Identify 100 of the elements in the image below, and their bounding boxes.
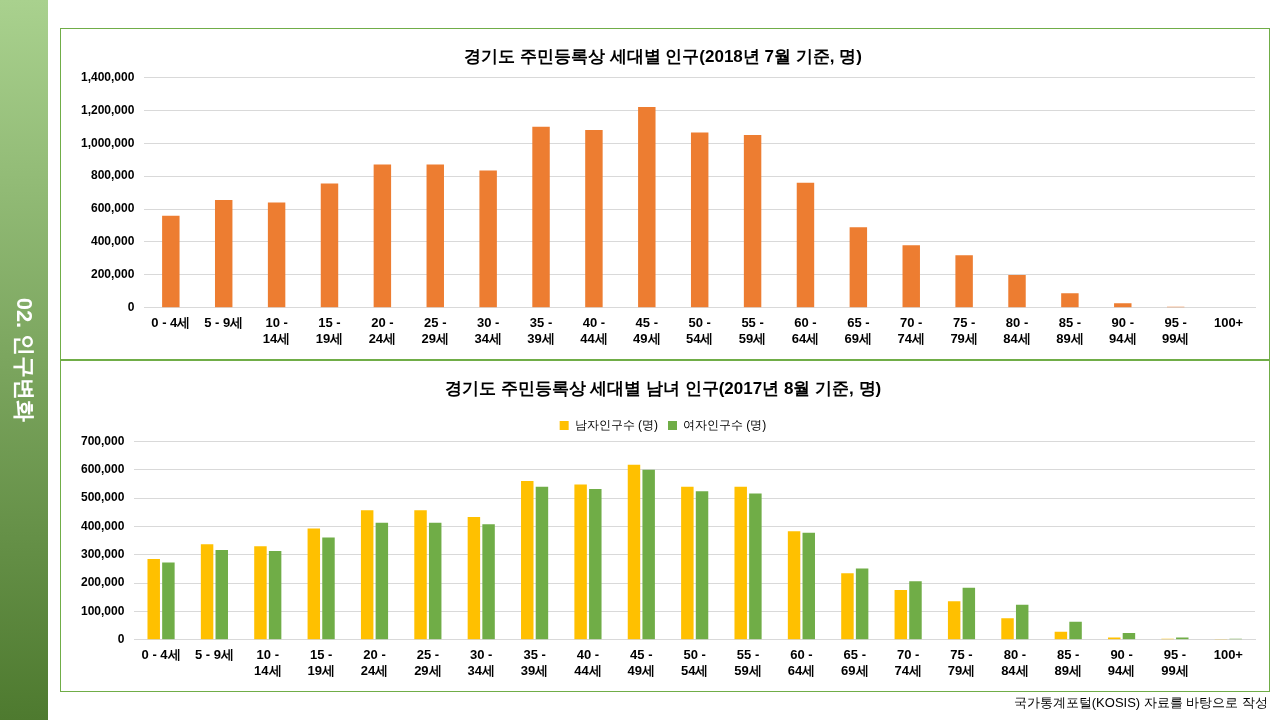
x-tick-label: 80 - 84세 [1001, 647, 1029, 678]
x-tick-label: 25 - 29세 [414, 647, 442, 678]
x-tick-label: 50 - 54세 [685, 315, 714, 346]
chart-title: 경기도 주민등록상 세대별 남녀 인구(2017년 8월 기준, 명) [444, 378, 882, 398]
x-tick-label: 20 - 24세 [360, 647, 389, 678]
bar [428, 522, 442, 640]
x-tick-label: 30 - 34세 [474, 315, 502, 346]
bar [841, 573, 854, 640]
x-tick-label: 85 - 89세 [1054, 647, 1082, 678]
y-tick-label: 100,000 [80, 603, 125, 618]
x-tick-label: 80 - 84세 [1003, 315, 1031, 346]
bar [1061, 293, 1079, 308]
x-tick-label: 50 - 54세 [680, 647, 709, 678]
bar [802, 532, 815, 640]
x-tick-label: 15 - 19세 [315, 315, 344, 346]
bar [322, 537, 335, 640]
bar [734, 486, 747, 640]
bar [1001, 618, 1014, 640]
sidebar: 02. 인구변화 [0, 0, 48, 720]
x-tick-label: 65 - 69세 [841, 647, 869, 678]
bar [695, 491, 709, 640]
bar [855, 568, 869, 640]
bar [535, 486, 549, 640]
x-tick-label: 5 - 9세 [204, 315, 244, 331]
text: 국가통계포털(KOSIS) 자료를 바탕으로 작성 [1013, 694, 1268, 712]
bar [796, 182, 815, 308]
bar [585, 130, 603, 308]
legend-label: 여자인구수 (명) [683, 417, 767, 432]
bar [962, 587, 976, 640]
bar [375, 522, 389, 640]
x-tick-label: 85 - 89세 [1056, 315, 1084, 346]
x-tick-label: 35 - 39세 [527, 315, 555, 346]
x-tick-label: 60 - 64세 [791, 315, 820, 346]
x-tick-label: 0 - 4세 [151, 315, 191, 331]
bar [681, 486, 694, 640]
x-tick-label: 0 - 4세 [141, 647, 181, 663]
bar [162, 562, 175, 640]
x-tick-label: 55 - 59세 [738, 315, 767, 346]
bar [1122, 633, 1136, 640]
x-tick-label: 60 - 64세 [787, 647, 816, 678]
x-tick-label: 100+ [1213, 647, 1244, 663]
bar [909, 581, 922, 640]
x-tick-label: 95 - 99세 [1161, 647, 1189, 678]
bar [373, 164, 392, 308]
y-tick-label: 0 [117, 632, 125, 647]
x-tick-label: 20 - 24세 [368, 315, 397, 346]
y-tick-label: 600,000 [90, 201, 135, 216]
bar [1015, 604, 1029, 640]
x-tick-label: 45 - 49세 [633, 315, 661, 346]
y-tick-label: 400,000 [80, 518, 125, 533]
y-tick-label: 1,200,000 [80, 102, 135, 117]
x-tick-label: 25 - 29세 [421, 315, 449, 346]
y-tick-label: 200,000 [90, 267, 135, 282]
x-tick-label: 40 - 44세 [574, 647, 602, 678]
x-tick-label: 35 - 39세 [520, 647, 549, 678]
x-tick-label: 10 - 14세 [254, 647, 282, 678]
bar [1008, 274, 1026, 308]
x-tick-label: 55 - 59세 [734, 647, 762, 678]
bar [955, 255, 973, 308]
bar [320, 183, 339, 308]
bar [482, 524, 495, 640]
bar [627, 464, 641, 640]
x-tick-label: 100+ [1213, 315, 1244, 331]
bar [589, 489, 602, 640]
y-tick-label: 1,400,000 [80, 69, 135, 84]
bar [894, 589, 908, 640]
bar [1054, 631, 1068, 640]
x-tick-label: 30 - 34세 [467, 647, 495, 678]
bar [902, 245, 920, 308]
chart-title: 경기도 주민등록상 세대별 인구(2018년 7월 기준, 명) [464, 46, 862, 66]
x-tick-label: 70 - 74세 [897, 315, 925, 346]
y-tick-label: 800,000 [90, 168, 135, 183]
y-tick-label: 0 [127, 300, 135, 315]
bar [215, 549, 228, 640]
bar [690, 132, 709, 308]
x-tick-label: 10 - 14세 [262, 315, 291, 346]
y-tick-label: 700,000 [80, 433, 125, 448]
bar [947, 601, 961, 640]
y-tick-label: 1,000,000 [80, 135, 135, 150]
x-tick-label: 90 - 94세 [1107, 647, 1136, 678]
bar [267, 202, 286, 308]
bar [414, 510, 427, 640]
bar [147, 559, 160, 640]
bar [787, 531, 801, 640]
x-tick-label: 75 - 79세 [950, 315, 978, 346]
bar [1114, 303, 1132, 308]
bar [467, 517, 481, 640]
y-tick-label: 300,000 [80, 547, 125, 562]
bar [574, 484, 587, 640]
bar [426, 164, 444, 308]
bar [532, 126, 550, 308]
bar [307, 528, 321, 640]
bar [743, 135, 762, 308]
bar [162, 215, 180, 308]
y-tick-label: 400,000 [90, 234, 135, 249]
y-tick-label: 200,000 [80, 575, 125, 590]
bar [638, 107, 656, 308]
x-tick-label: 5 - 9세 [194, 647, 234, 663]
y-tick-label: 500,000 [80, 490, 125, 505]
x-tick-label: 15 - 19세 [307, 647, 335, 678]
